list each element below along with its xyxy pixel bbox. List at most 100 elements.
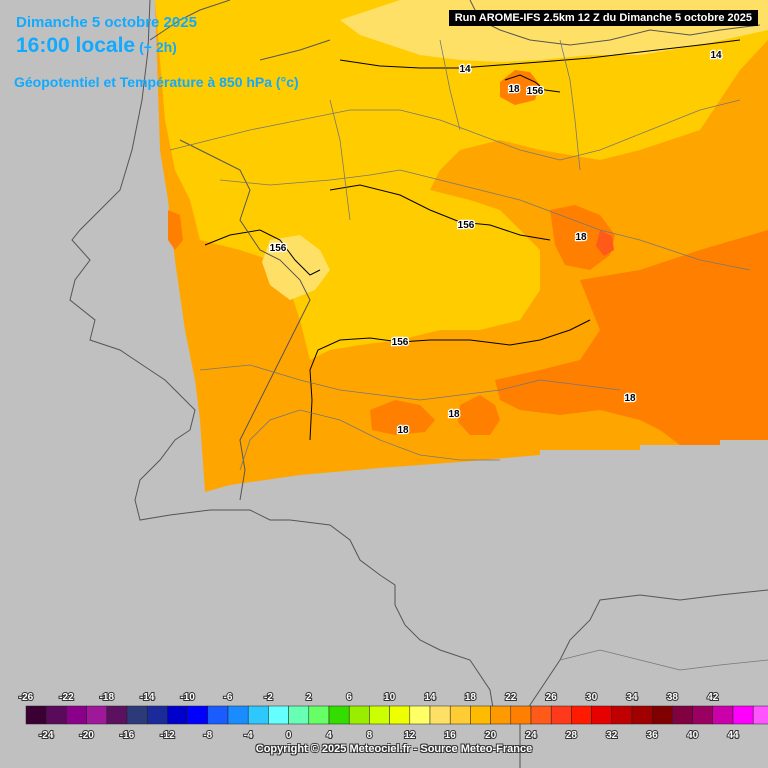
legend-tick-top: 34: [626, 692, 638, 703]
legend-swatch: [409, 705, 431, 725]
geopotential-contour-156-north: [204, 184, 551, 276]
legend-tick-top: 42: [707, 692, 719, 703]
legend-swatch: [86, 705, 108, 725]
legend-tick-top: 2: [306, 692, 312, 703]
province-lines: [169, 39, 751, 471]
legend-swatch: [369, 705, 390, 725]
legend-swatch: [571, 705, 592, 725]
legend-swatch: [126, 705, 148, 725]
legend-swatch: [490, 705, 512, 725]
copyright-text: Copyright © 2025 Meteociel.fr - Source M…: [255, 743, 533, 755]
legend-swatch: [732, 705, 754, 725]
legend-tick-bottom: -12: [160, 730, 175, 741]
contour-label-isotherm: 18: [575, 232, 587, 243]
legend-swatch: [672, 705, 693, 725]
legend-tick-bottom: 24: [525, 730, 537, 741]
legend-tick-bottom: -16: [120, 730, 135, 741]
legend-tick-bottom: 16: [445, 730, 457, 741]
forecast-time-value: 16:00 locale: [16, 34, 136, 57]
legend-swatch: [268, 705, 289, 725]
legend-swatch: [247, 705, 269, 725]
contour-label-geopotential: 156: [527, 86, 544, 97]
temp-zone-18-east: [495, 230, 768, 445]
border-portugal-spain: [179, 139, 311, 501]
legend-swatch: [348, 705, 370, 725]
contour-label-isotherm: 18: [624, 393, 636, 404]
legend-swatch: [389, 705, 411, 725]
legend-tick-top: 14: [424, 692, 436, 703]
legend-swatch: [712, 705, 734, 725]
temp-zone-14-interior: [250, 185, 510, 340]
legend-swatch: [510, 705, 532, 725]
temp-zone-18-west-edge: [168, 210, 183, 250]
legend-swatch: [631, 705, 653, 725]
legend-swatch: [66, 705, 87, 725]
legend-swatch: [207, 705, 229, 725]
legend-tick-bottom: 28: [566, 730, 578, 741]
legend-tick-top: -14: [140, 692, 155, 703]
legend-swatch: [752, 705, 768, 725]
legend-swatch: [45, 705, 67, 725]
legend-tick-top: -10: [180, 692, 195, 703]
contour-label-isotherm: 18: [508, 84, 520, 95]
legend-tick-bottom: 12: [404, 730, 416, 741]
coastline-iberia: [69, 0, 496, 721]
legend-swatch: [187, 705, 209, 725]
legend-tick-top: 10: [384, 692, 396, 703]
legend-tick-top: 6: [346, 692, 352, 703]
legend-swatch: [530, 705, 552, 725]
legend-tick-top: -2: [264, 692, 273, 703]
contour-label-isotherm: 14: [710, 50, 722, 61]
legend-tick-top: -6: [224, 692, 233, 703]
temp-zone-18-ne: [550, 205, 615, 270]
legend-tick-top: -22: [59, 692, 74, 703]
legend-tick-bottom: 8: [367, 730, 373, 741]
contour-label-isotherm: 18: [448, 409, 460, 420]
legend-swatch: [429, 705, 451, 725]
temperature-legend: -26 -22 -18 -14 -10 -6 -2 2 6 10 14 18 22 26 30 34 38 42-…: [18, 691, 768, 742]
legend-tick-bottom: -24: [39, 730, 54, 741]
legend-tick-top: 30: [586, 692, 598, 703]
variable-title: Géopotentiel et Température à 850 hPa (°…: [14, 74, 299, 90]
legend-swatch: [25, 705, 47, 725]
forecast-time-offset: (+ 2h): [139, 39, 177, 55]
legend-tick-top: 26: [546, 692, 558, 703]
legend-tick-bottom: 32: [606, 730, 618, 741]
coastline-morocco: [519, 589, 768, 768]
temp-zone-13: [262, 235, 330, 300]
legend-swatch: [550, 705, 572, 725]
run-info-box: Run AROME-IFS 2.5km 12 Z du Dimanche 5 o…: [448, 10, 758, 26]
legend-swatch: [308, 705, 330, 725]
legend-tick-top: 18: [465, 692, 477, 703]
legend-swatch: [470, 705, 491, 725]
legend-tick-bottom: -4: [244, 730, 253, 741]
legend-swatch: [611, 705, 633, 725]
legend-tick-bottom: 0: [286, 730, 292, 741]
contour-label-isotherm: 18: [397, 425, 409, 436]
legend-tick-bottom: 4: [326, 730, 332, 741]
forecast-time: 16:00 locale (+ 2h): [16, 34, 177, 58]
isotherm-contour-14: [339, 39, 741, 69]
legend-swatch: [288, 705, 310, 725]
legend-swatch: [591, 705, 613, 725]
legend-tick-top: -26: [19, 692, 34, 703]
legend-tick-top: 22: [505, 692, 517, 703]
legend-swatch: [328, 705, 350, 725]
legend-swatch: [651, 705, 673, 725]
legend-tick-top: -18: [100, 692, 115, 703]
contour-label-geopotential: 156: [458, 220, 475, 231]
legend-swatch: [167, 705, 188, 725]
contour-labels: 14 14 18 156 156 18 156 156 18 18 18: [268, 49, 723, 438]
geopotential-contour-156: [309, 319, 591, 441]
legend-tick-bottom: -20: [79, 730, 94, 741]
legend-tick-bottom: 44: [727, 730, 739, 741]
legend-swatch: [227, 705, 249, 725]
legend-tick-top: 38: [667, 692, 679, 703]
morocco-lines: [559, 649, 768, 671]
contour-label-geopotential: 156: [270, 243, 287, 254]
coastline-north: [149, 0, 331, 61]
geopotential-contour-156-ne: [504, 74, 561, 93]
legend-tick-bottom: 40: [687, 730, 699, 741]
